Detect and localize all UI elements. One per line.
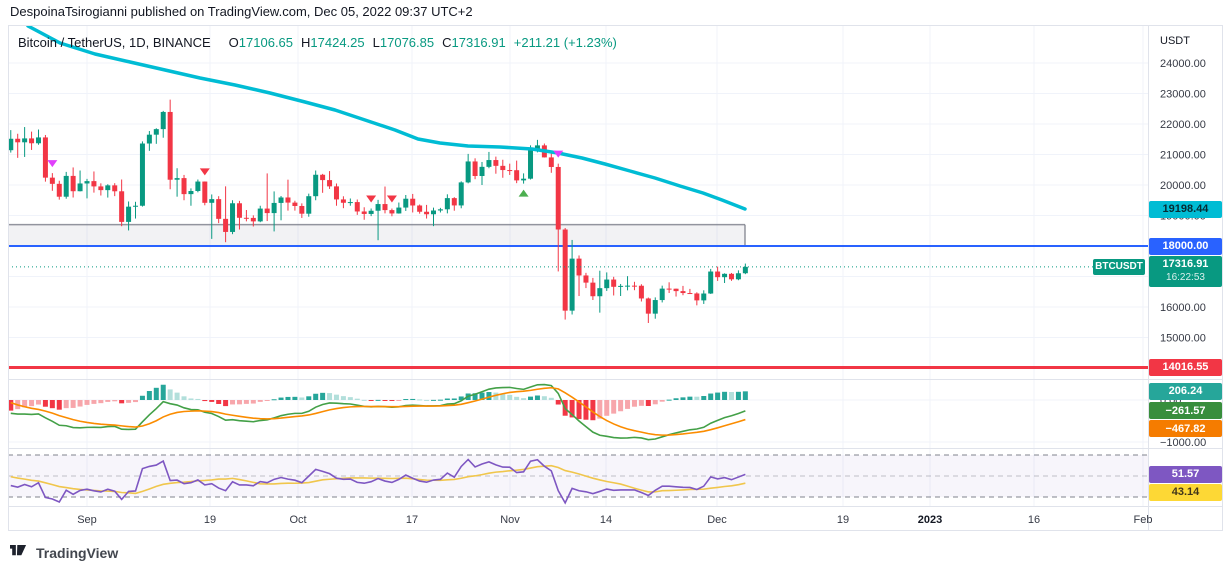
macd-tick-label: 0.00 <box>1160 395 1181 407</box>
time-axis-label: Nov <box>500 514 520 526</box>
buy-marker-icon <box>518 189 529 197</box>
tradingview-brand-text[interactable]: TradingView <box>36 545 119 561</box>
time-axis-label: Oct <box>289 514 306 526</box>
price-scale-currency: USDT <box>1160 35 1190 47</box>
rsi-panel <box>8 454 1148 505</box>
publish-header: DespoinaTsirogianni published on Trading… <box>10 4 473 19</box>
close-value: 17316.91 <box>451 35 506 50</box>
macd-signal-line <box>10 386 746 436</box>
symbol-title[interactable]: Bitcoin / TetherUS, 1D, BINANCE <box>18 35 211 50</box>
publish-text: DespoinaTsirogianni published on Trading… <box>10 4 473 19</box>
high-value: 17424.25 <box>310 35 365 50</box>
change-value: +211.21 (+1.23%) <box>513 35 617 50</box>
price-tick-label: 17000.00 <box>1160 272 1206 284</box>
price-tick-label: 20000.00 <box>1160 180 1206 192</box>
open-value: 17106.65 <box>238 35 294 50</box>
sell-marker-icon <box>199 168 210 176</box>
time-axis-label: 16 <box>1028 514 1040 526</box>
supply-zone <box>8 223 746 246</box>
price-tick-label: 21000.00 <box>1160 150 1206 162</box>
level-lines <box>8 245 1148 369</box>
price-tick-label: 19000.00 <box>1160 211 1206 223</box>
time-axis-label: Dec <box>707 514 727 526</box>
signal-markers <box>47 150 564 203</box>
ma-line <box>26 25 747 211</box>
high-label: H <box>301 35 311 50</box>
price-tick-label: 24000.00 <box>1160 58 1206 70</box>
time-axis-label: 17 <box>406 514 418 526</box>
price-tick-label: 23000.00 <box>1160 89 1206 101</box>
rsi-line <box>10 458 746 505</box>
macd-panel <box>8 383 748 441</box>
tradingview-attribution[interactable]: TradingView <box>10 543 118 563</box>
chart-widget: USDT 24000.00 23000.00 22000.00 21000.00 2000… <box>8 25 1223 531</box>
frame-layer <box>8 25 1223 531</box>
time-axis-label: 19 <box>204 514 216 526</box>
sell-marker-icon <box>386 195 397 203</box>
low-value: 17076.85 <box>379 35 435 50</box>
sell-marker-icon <box>366 195 377 203</box>
sell-marker-icon <box>47 160 58 168</box>
time-axis-label: 14 <box>600 514 612 526</box>
symbol-title-bar: Bitcoin / TetherUS, 1D, BINANCE O17106.65… <box>18 35 617 50</box>
time-axis-label: Sep <box>77 514 97 526</box>
price-tick-label: 18000.00 <box>1160 241 1206 253</box>
price-tick-label: 22000.00 <box>1160 119 1206 131</box>
open-label: O <box>228 35 239 50</box>
close-label: C <box>442 35 452 50</box>
low-label: L <box>372 35 380 50</box>
tradingview-logo-icon[interactable] <box>10 543 29 563</box>
sell-marker-icon <box>553 150 564 158</box>
time-axis-label: Feb <box>1134 514 1153 526</box>
time-axis-label: 2023 <box>918 514 942 526</box>
candles-layer <box>8 99 748 323</box>
price-tick-label: 16000.00 <box>1160 302 1206 314</box>
axis-text-layer: USDT 24000.00 23000.00 22000.00 21000.00 2000… <box>77 35 1206 526</box>
price-tick-label: 15000.00 <box>1160 333 1206 345</box>
chart-canvas[interactable]: USDT 24000.00 23000.00 22000.00 21000.00 2000… <box>8 25 1223 531</box>
macd-tick-label: −1000.00 <box>1160 437 1206 449</box>
time-axis-label: 19 <box>837 514 849 526</box>
